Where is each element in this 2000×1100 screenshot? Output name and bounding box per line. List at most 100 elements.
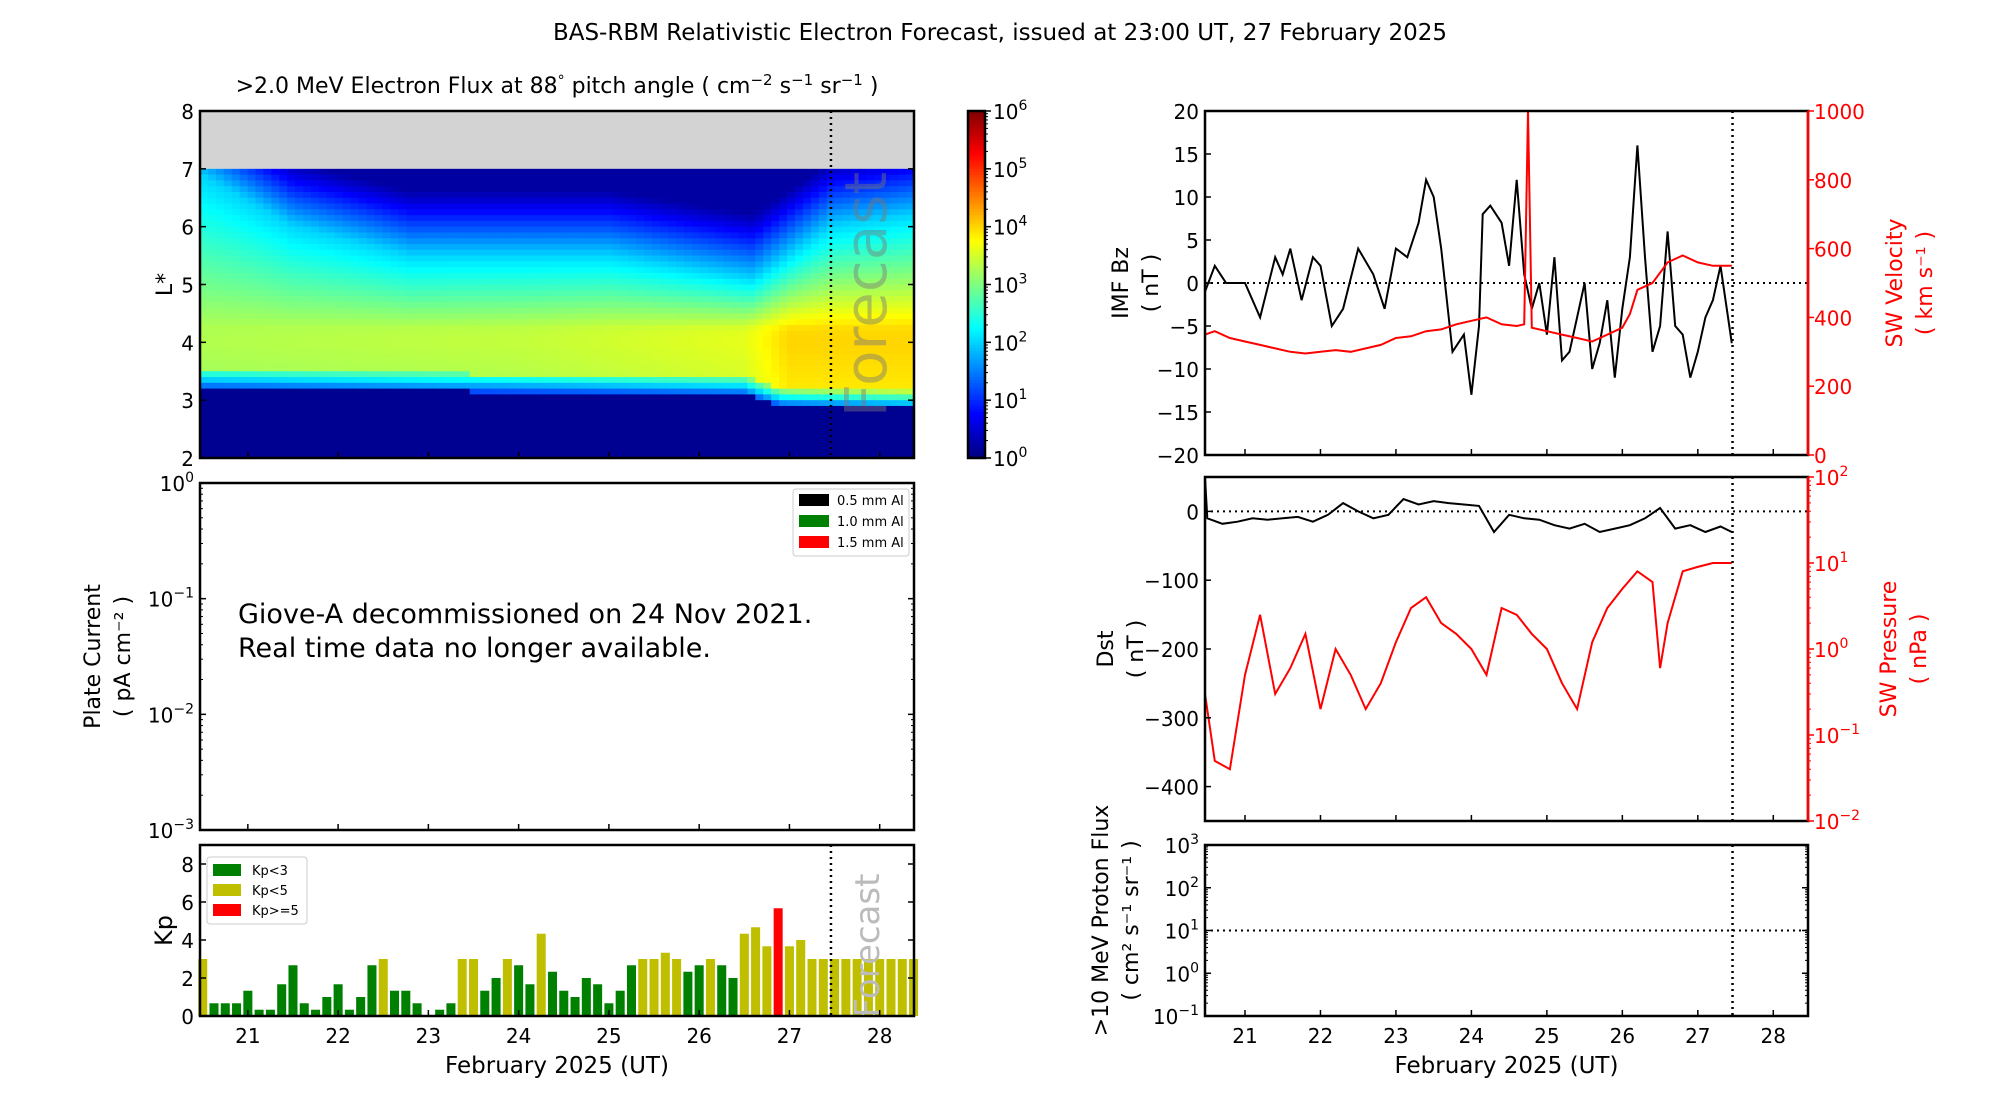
heatmap-cell <box>771 307 780 315</box>
heatmap-cell <box>715 359 725 367</box>
heatmap-cell <box>596 290 606 297</box>
heatmap-cell <box>342 359 352 367</box>
heatmap-cell <box>660 301 669 309</box>
heatmap-cell <box>445 191 455 199</box>
heatmap-cell <box>699 249 709 257</box>
heatmap-cell <box>771 377 780 384</box>
heatmap-cell <box>549 278 558 286</box>
heatmap-cell <box>493 434 503 442</box>
heatmap-cell <box>707 423 717 430</box>
heatmap-cell <box>295 452 304 459</box>
heatmap-cell <box>604 267 614 274</box>
heatmap-cell <box>596 261 606 268</box>
heatmap-cell <box>350 157 360 164</box>
heatmap-cell <box>366 301 376 309</box>
heatmap-cell <box>287 116 296 124</box>
heatmap-cell <box>699 342 709 349</box>
heatmap-cell <box>842 382 852 390</box>
heatmap-cell <box>771 139 780 147</box>
heatmap-cell <box>517 434 526 442</box>
heatmap-cell <box>311 290 320 297</box>
heatmap-cell <box>247 116 257 124</box>
heatmap-cell <box>461 301 471 309</box>
heatmap-cell <box>699 452 709 459</box>
heatmap-cell <box>342 423 352 430</box>
heatmap-cell <box>207 377 217 384</box>
heatmap-cell <box>485 249 495 257</box>
heatmap-cell <box>660 203 669 210</box>
heatmap-cell <box>453 365 463 372</box>
heatmap-cell <box>406 382 415 390</box>
heatmap-cell <box>334 429 344 436</box>
heatmap-cell <box>763 307 772 315</box>
heatmap-cell <box>247 348 257 355</box>
heatmap-cell <box>771 452 780 459</box>
heatmap-cell <box>374 174 384 181</box>
heatmap-cell <box>303 163 312 170</box>
heatmap-cell <box>826 278 836 286</box>
heatmap-cell <box>239 249 249 257</box>
heatmap-cell <box>668 111 677 118</box>
heatmap-cell <box>366 215 376 222</box>
heatmap-cell <box>295 209 304 216</box>
heatmap-cell <box>850 284 860 291</box>
heatmap-cell <box>580 244 590 251</box>
heatmap-cell <box>771 215 780 222</box>
heatmap-cell <box>707 307 717 315</box>
heatmap-cell <box>239 255 249 262</box>
heatmap-cell <box>596 267 606 274</box>
heatmap-cell <box>676 244 685 251</box>
heatmap-cell <box>406 336 415 343</box>
heatmap-cell <box>207 191 217 199</box>
heatmap-cell <box>438 128 447 135</box>
heatmap-cell <box>691 261 701 268</box>
heatmap-cell <box>525 440 534 448</box>
heatmap-cell <box>699 382 709 390</box>
heatmap-cell <box>390 244 399 251</box>
heatmap-cell <box>263 249 272 257</box>
heatmap-cell <box>755 157 764 164</box>
heatmap-cell <box>255 128 265 135</box>
heatmap-cell <box>779 180 788 187</box>
heatmap-cell <box>533 423 542 430</box>
heatmap-cell <box>707 429 717 436</box>
heatmap-cell <box>652 301 661 309</box>
heatmap-cell <box>295 446 304 453</box>
heatmap-cell <box>366 377 376 384</box>
heatmap-cell <box>541 359 550 367</box>
heatmap-cell <box>326 359 336 367</box>
heatmap-cell <box>572 446 582 453</box>
heatmap-cell <box>200 290 209 297</box>
heatmap-cell <box>493 220 503 228</box>
heatmap-cell <box>430 284 439 291</box>
heatmap-cell <box>683 388 693 395</box>
heatmap-cell <box>287 249 296 257</box>
heatmap-cell <box>596 330 606 338</box>
heatmap-cell <box>771 145 780 153</box>
heatmap-cell <box>818 388 828 395</box>
heatmap-cell <box>731 405 741 413</box>
heatmap-cell <box>580 267 590 274</box>
heatmap-cell <box>326 371 336 378</box>
heatmap-cell <box>469 168 479 176</box>
heatmap-cell <box>287 440 296 448</box>
heatmap-cell <box>612 417 622 424</box>
heatmap-cell <box>596 296 606 303</box>
heatmap-cell <box>787 278 796 286</box>
heatmap-cell <box>374 382 384 390</box>
heatmap-cell <box>755 324 764 332</box>
heatmap-cell <box>223 134 233 141</box>
heatmap-cell <box>795 301 804 309</box>
heatmap-cell <box>818 174 828 181</box>
heatmap-cell <box>485 203 495 210</box>
heatmap-cell <box>350 168 360 176</box>
heatmap-cell <box>660 342 669 349</box>
heatmap-cell <box>342 244 352 251</box>
heatmap-cell <box>279 134 288 141</box>
heatmap-cell <box>477 238 487 245</box>
heatmap-cell <box>311 134 320 141</box>
heatmap-cell <box>231 220 241 228</box>
heatmap-cell <box>596 244 606 251</box>
heatmap-cell <box>652 145 661 153</box>
heatmap-cell <box>652 353 661 361</box>
